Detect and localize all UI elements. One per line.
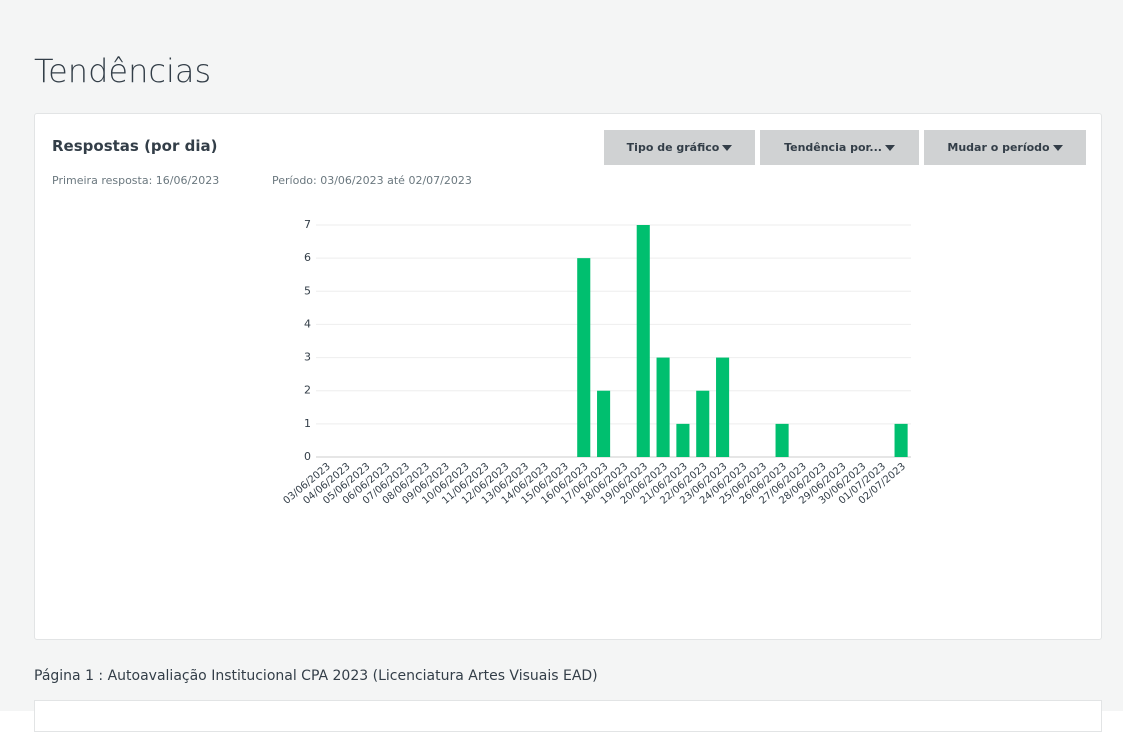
bar <box>716 357 730 457</box>
y-tick-label: 3 <box>304 351 311 364</box>
y-tick-label: 6 <box>304 251 311 264</box>
chart: 0123456703/06/202304/06/202305/06/202306… <box>282 218 911 507</box>
period-button[interactable]: Mudar o período <box>924 130 1086 165</box>
page-title: Tendências <box>34 52 212 90</box>
trend-button[interactable]: Tendência por... <box>760 130 919 165</box>
page: Tendências Respostas (por dia) Primeira … <box>0 0 1123 711</box>
next-card <box>34 700 1102 732</box>
first-response: Primeira resposta: 16/06/2023 <box>52 174 220 187</box>
chart-card: Respostas (por dia) Primeira resposta: 1… <box>34 113 1102 640</box>
bar <box>696 390 710 457</box>
chart-type-button[interactable]: Tipo de gráfico <box>604 130 755 165</box>
page-label: Página 1 : Autoavaliação Institucional C… <box>34 668 598 684</box>
y-tick-label: 7 <box>304 218 311 231</box>
y-tick-label: 2 <box>304 384 311 397</box>
bar <box>676 423 690 457</box>
period: Período: 03/06/2023 até 02/07/2023 <box>272 174 472 187</box>
y-tick-label: 0 <box>304 450 311 463</box>
y-tick-label: 5 <box>304 284 311 297</box>
bar <box>775 423 789 457</box>
card-title: Respostas (por dia) <box>52 137 218 155</box>
y-tick-label: 4 <box>304 317 311 330</box>
bar <box>597 390 611 457</box>
bar <box>894 423 908 457</box>
bar <box>577 258 591 457</box>
bar <box>656 357 670 457</box>
y-tick-label: 1 <box>304 417 311 430</box>
bar <box>636 225 650 457</box>
